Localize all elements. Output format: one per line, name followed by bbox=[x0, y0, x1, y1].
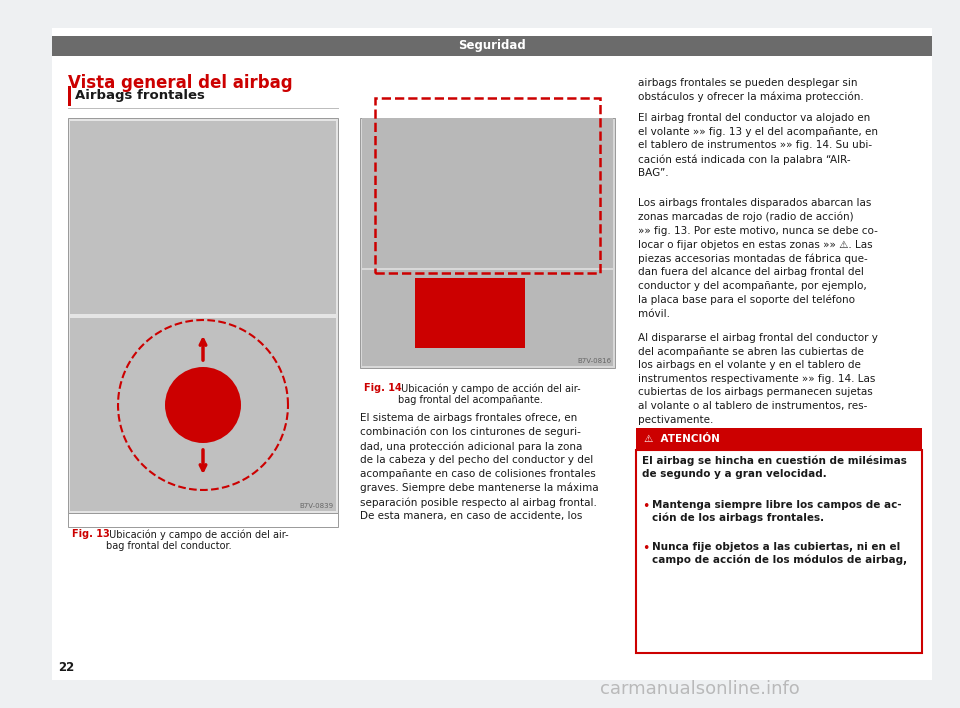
Text: Ubicación y campo de acción del air-
bag frontal del conductor.: Ubicación y campo de acción del air- bag… bbox=[106, 529, 289, 551]
Text: El sistema de airbags frontales ofrece, en
combinación con los cinturones de seg: El sistema de airbags frontales ofrece, … bbox=[360, 413, 599, 521]
Text: El airbag frontal del conductor va alojado en
el volante »» fig. 13 y el del aco: El airbag frontal del conductor va aloja… bbox=[638, 113, 878, 178]
Text: Airbags frontales: Airbags frontales bbox=[75, 89, 204, 103]
Bar bbox=[68, 513, 338, 527]
Text: 22: 22 bbox=[58, 661, 74, 674]
Text: B7V-0839: B7V-0839 bbox=[300, 503, 334, 509]
Bar bbox=[362, 118, 613, 268]
Text: Los airbags frontales disparados abarcan las
zonas marcadas de rojo (radio de ac: Los airbags frontales disparados abarcan… bbox=[638, 198, 877, 319]
Bar bbox=[70, 121, 336, 314]
Text: B7V-0816: B7V-0816 bbox=[577, 358, 611, 364]
Text: Fig. 13: Fig. 13 bbox=[72, 529, 109, 539]
Bar bbox=[360, 118, 615, 368]
Text: carmanualsonline.info: carmanualsonline.info bbox=[600, 680, 800, 698]
Text: airbags frontales se pueden desplegar sin
obstáculos y ofrecer la máxima protecc: airbags frontales se pueden desplegar si… bbox=[638, 78, 864, 103]
Text: El airbag se hincha en cuestión de milésimas
de segundo y a gran velocidad.: El airbag se hincha en cuestión de milés… bbox=[642, 456, 907, 479]
Bar bbox=[375, 98, 600, 273]
Bar bbox=[415, 278, 525, 348]
Text: Mantenga siempre libre los campos de ac-
ción de los airbags frontales.: Mantenga siempre libre los campos de ac-… bbox=[652, 500, 901, 523]
Bar bbox=[362, 121, 613, 218]
Bar bbox=[68, 118, 338, 513]
Text: Al dispararse el airbag frontal del conductor y
del acompañante se abren las cub: Al dispararse el airbag frontal del cond… bbox=[638, 333, 877, 425]
Bar bbox=[636, 428, 922, 450]
Bar bbox=[70, 318, 336, 511]
Text: •: • bbox=[642, 542, 649, 555]
Text: Nunca fije objetos a las cubiertas, ni en el
campo de acción de los módulos de a: Nunca fije objetos a las cubiertas, ni e… bbox=[652, 542, 907, 566]
Text: ⚠  ATENCIÓN: ⚠ ATENCIÓN bbox=[644, 434, 720, 444]
Circle shape bbox=[165, 367, 241, 443]
Text: •: • bbox=[642, 500, 649, 513]
Bar bbox=[52, 36, 932, 56]
Text: Ubicación y campo de acción del air-
bag frontal del acompañante.: Ubicación y campo de acción del air- bag… bbox=[398, 383, 581, 405]
Bar bbox=[636, 450, 922, 653]
Text: Vista general del airbag: Vista general del airbag bbox=[68, 74, 293, 92]
Bar bbox=[362, 270, 613, 366]
Text: Fig. 14: Fig. 14 bbox=[364, 383, 401, 393]
Text: Seguridad: Seguridad bbox=[458, 40, 526, 52]
Bar bbox=[68, 86, 71, 106]
